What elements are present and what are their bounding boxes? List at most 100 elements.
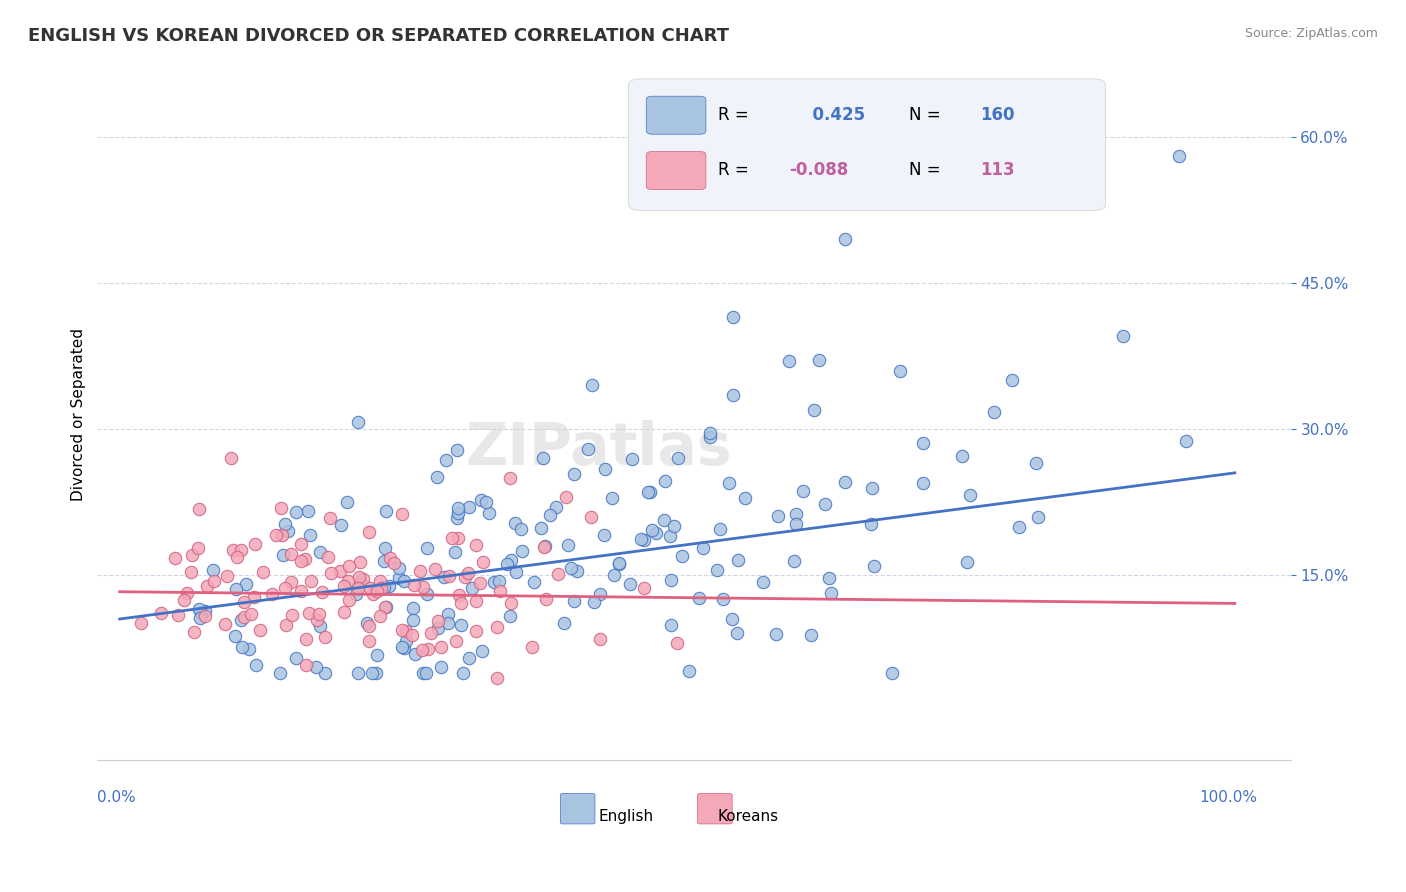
Koreans: [447, 531, 470, 545]
English: [593, 527, 616, 541]
Koreans: [359, 619, 381, 633]
Koreans: [336, 574, 359, 588]
English: [269, 665, 291, 680]
English: [983, 404, 1005, 418]
Koreans: [194, 609, 217, 624]
English: [225, 582, 247, 596]
English: [347, 415, 370, 429]
Koreans: [394, 624, 416, 639]
Koreans: [534, 591, 557, 606]
Koreans: [579, 510, 602, 524]
English: [727, 553, 749, 567]
Koreans: [391, 623, 413, 637]
Koreans: [239, 607, 262, 622]
Koreans: [411, 643, 433, 657]
English: [818, 570, 841, 584]
English: [538, 508, 561, 522]
Koreans: [233, 595, 256, 609]
English: [392, 641, 415, 656]
English: [471, 643, 494, 657]
English: [277, 524, 299, 538]
Koreans: [316, 549, 339, 564]
FancyBboxPatch shape: [561, 794, 595, 824]
Koreans: [181, 548, 204, 562]
English: [460, 581, 482, 595]
English: [607, 557, 630, 571]
Koreans: [404, 578, 426, 592]
Koreans: [202, 574, 225, 588]
Koreans: [666, 636, 689, 650]
English: [373, 580, 395, 594]
English: [659, 573, 682, 587]
English: [959, 488, 981, 502]
English: [533, 539, 555, 553]
English: [346, 665, 368, 680]
Koreans: [501, 596, 523, 610]
Koreans: [425, 561, 447, 575]
Koreans: [450, 596, 472, 610]
Koreans: [226, 550, 249, 565]
Koreans: [464, 538, 486, 552]
Koreans: [359, 581, 381, 595]
English: [366, 665, 388, 680]
English: [356, 616, 378, 631]
English: [699, 430, 721, 444]
Koreans: [129, 616, 152, 631]
Koreans: [366, 583, 388, 598]
English: [482, 574, 505, 589]
Koreans: [457, 566, 479, 580]
Koreans: [308, 607, 330, 622]
English: [619, 577, 641, 591]
English: [499, 553, 522, 567]
English: [285, 505, 308, 519]
Koreans: [195, 579, 218, 593]
Koreans: [533, 540, 555, 554]
Koreans: [229, 543, 252, 558]
Koreans: [245, 537, 267, 551]
English: [488, 574, 510, 588]
Koreans: [274, 581, 297, 595]
FancyBboxPatch shape: [628, 78, 1105, 211]
English: [430, 660, 453, 674]
Koreans: [447, 588, 470, 602]
English: [633, 533, 655, 548]
Koreans: [163, 551, 186, 566]
English: [378, 579, 401, 593]
Text: 160: 160: [980, 106, 1015, 124]
English: [388, 561, 411, 575]
English: [834, 475, 856, 489]
English: [699, 425, 721, 440]
Koreans: [290, 554, 312, 568]
English: [562, 593, 585, 607]
English: [721, 612, 744, 626]
English: [912, 476, 935, 491]
Koreans: [346, 581, 368, 595]
Y-axis label: Divorced or Separated: Divorced or Separated: [72, 328, 86, 501]
Text: ZIPatlas: ZIPatlas: [465, 420, 733, 477]
Text: ENGLISH VS KOREAN DIVORCED OR SEPARATED CORRELATION CHART: ENGLISH VS KOREAN DIVORCED OR SEPARATED …: [28, 27, 730, 45]
English: [202, 563, 225, 577]
English: [297, 503, 319, 517]
Koreans: [349, 555, 371, 569]
English: [785, 516, 807, 531]
English: [426, 470, 449, 484]
Koreans: [489, 584, 512, 599]
Koreans: [472, 555, 495, 569]
Koreans: [290, 537, 312, 551]
English: [336, 495, 359, 509]
Koreans: [333, 579, 356, 593]
Koreans: [249, 623, 271, 637]
English: [603, 567, 626, 582]
English: [450, 617, 472, 632]
English: [361, 665, 384, 680]
Koreans: [311, 585, 333, 599]
Koreans: [252, 565, 274, 579]
Koreans: [243, 590, 266, 604]
Koreans: [427, 614, 450, 628]
Koreans: [454, 570, 477, 584]
English: [688, 591, 710, 605]
English: [717, 476, 740, 491]
Koreans: [337, 593, 360, 607]
Koreans: [416, 641, 439, 656]
Koreans: [430, 640, 453, 654]
